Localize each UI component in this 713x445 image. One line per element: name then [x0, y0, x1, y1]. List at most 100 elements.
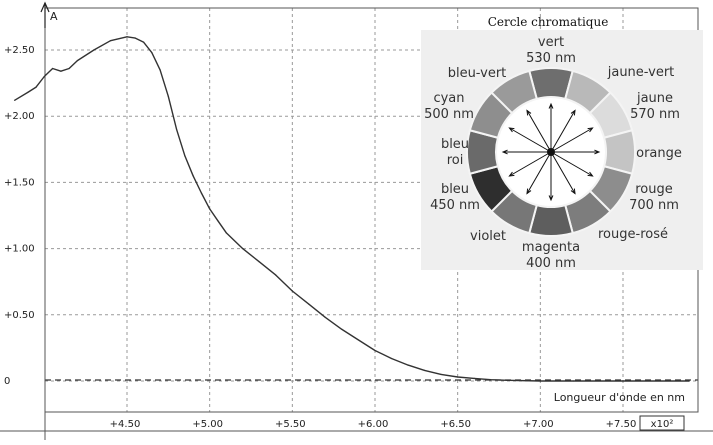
data-point: [151, 52, 153, 54]
data-point: [225, 232, 227, 234]
wheel-segment: [490, 69, 538, 115]
data-point: [291, 290, 293, 292]
data-point: [35, 86, 37, 88]
data-point: [374, 349, 376, 352]
y-tick-label: +1.00: [4, 244, 35, 255]
wheel-arrow: [509, 151, 552, 177]
data-point: [13, 99, 16, 101]
x-tick-label: +4.50: [110, 419, 141, 430]
wheel-label-bleu: bleu 450 nm: [430, 182, 480, 213]
y-axis-arrowhead: [40, 1, 50, 13]
data-point: [308, 303, 310, 305]
data-point: [192, 175, 194, 177]
data-point: [68, 67, 70, 70]
color-wheel: Cercle chromatique vert 530 nm jaune-vert bl…: [421, 15, 703, 271]
data-point: [258, 261, 260, 263]
data-point: [134, 37, 136, 39]
y-tick-label: +2.50: [4, 45, 35, 56]
x-axis-label: Longueur d'onde en nm: [554, 391, 685, 404]
wheel-arrowhead: [526, 109, 532, 116]
wheel-arrow: [509, 127, 552, 153]
x-multiplier: x10²: [651, 419, 674, 430]
x-tick-label: +5.50: [275, 419, 306, 430]
wheel-label-bleu-roi: bleu roi: [441, 137, 469, 168]
wheel-arrow: [526, 110, 552, 153]
wheel-label-rouge-rose: rouge-rosé: [598, 227, 668, 242]
data-point: [275, 274, 277, 276]
wheel-label-vert: vert 530 nm: [526, 35, 576, 66]
tick-labels: A +2.50 +2.00 +1.50 +1.00 +0.50 0 +4.50 +5.00 +5.…: [4, 10, 685, 431]
data-point: [159, 69, 161, 71]
y-tick-label: +2.00: [4, 111, 35, 122]
x-tick-label: +5.00: [192, 419, 223, 430]
data-point: [209, 208, 211, 210]
data-point: [27, 91, 29, 93]
data-point: [572, 380, 575, 382]
data-point: [440, 373, 442, 375]
data-point: [242, 248, 244, 250]
y-tick-label: 0: [4, 376, 10, 387]
data-point: [109, 40, 112, 42]
x-tick-label: +6.00: [358, 419, 389, 430]
x-tick-label: +7.00: [523, 419, 554, 430]
data-point: [142, 41, 145, 43]
y-axis-label: A: [50, 10, 58, 23]
data-point: [76, 59, 78, 62]
data-point: [457, 376, 459, 378]
data-point: [324, 316, 326, 319]
grid: [45, 8, 698, 412]
wheel-label-cyan: cyan 500 nm: [424, 91, 474, 122]
wheel-arrow: [550, 151, 593, 177]
wheel-arrow: [526, 151, 552, 194]
wheel-hub: [547, 148, 555, 156]
wheel-arrowhead: [508, 171, 515, 177]
wheel-arrowhead: [570, 188, 576, 195]
wheel-arrowhead: [587, 171, 594, 177]
wheel-label-jaune-vert: jaune-vert: [607, 65, 675, 80]
data-point: [622, 380, 624, 382]
wheel-arrowhead: [570, 109, 576, 116]
wheel-arrowhead: [594, 149, 601, 155]
x-tick-label: +6.50: [440, 419, 471, 430]
wheel-arrowhead: [587, 127, 594, 133]
data-point: [200, 192, 202, 194]
wheel-arrow: [550, 127, 593, 153]
wheel-arrowhead: [548, 102, 554, 109]
data-point: [52, 67, 54, 70]
wheel-label-magenta: magenta 400 nm: [522, 240, 580, 271]
data-point: [60, 70, 62, 72]
data-point: [43, 75, 45, 78]
wheel-label-bleu-vert: bleu-vert: [448, 66, 507, 81]
data-point: [688, 380, 690, 382]
y-tick-label: +1.50: [4, 177, 35, 188]
wheel-label-jaune: jaune 570 nm: [630, 91, 680, 122]
data-point: [390, 357, 393, 360]
data-point: [407, 364, 409, 366]
data-point: [424, 369, 426, 372]
series: [13, 36, 690, 382]
data-point: [357, 339, 360, 341]
wheel-arrow: [550, 110, 576, 153]
wheel-arrowhead: [508, 127, 515, 133]
wheel-arrowhead: [526, 188, 532, 195]
y-tick-label: +0.50: [4, 310, 35, 321]
data-point: [473, 377, 475, 379]
series-line: [14, 36, 690, 382]
wheel-label-rouge: rouge 700 nm: [629, 182, 679, 213]
x-tick-label: +7.50: [606, 419, 637, 430]
data-point: [539, 380, 541, 382]
data-point: [217, 220, 219, 222]
data-point: [93, 49, 95, 51]
data-point: [506, 379, 508, 381]
data-point: [341, 328, 343, 330]
wheel-arrowhead: [501, 149, 508, 155]
data-point: [167, 95, 169, 97]
data-point: [490, 379, 492, 381]
data-point: [126, 36, 128, 38]
wheel-arrowhead: [548, 195, 554, 202]
data-point: [184, 155, 186, 157]
wheel-arrow: [550, 151, 576, 194]
wheel-label-violet: violet: [470, 229, 506, 244]
